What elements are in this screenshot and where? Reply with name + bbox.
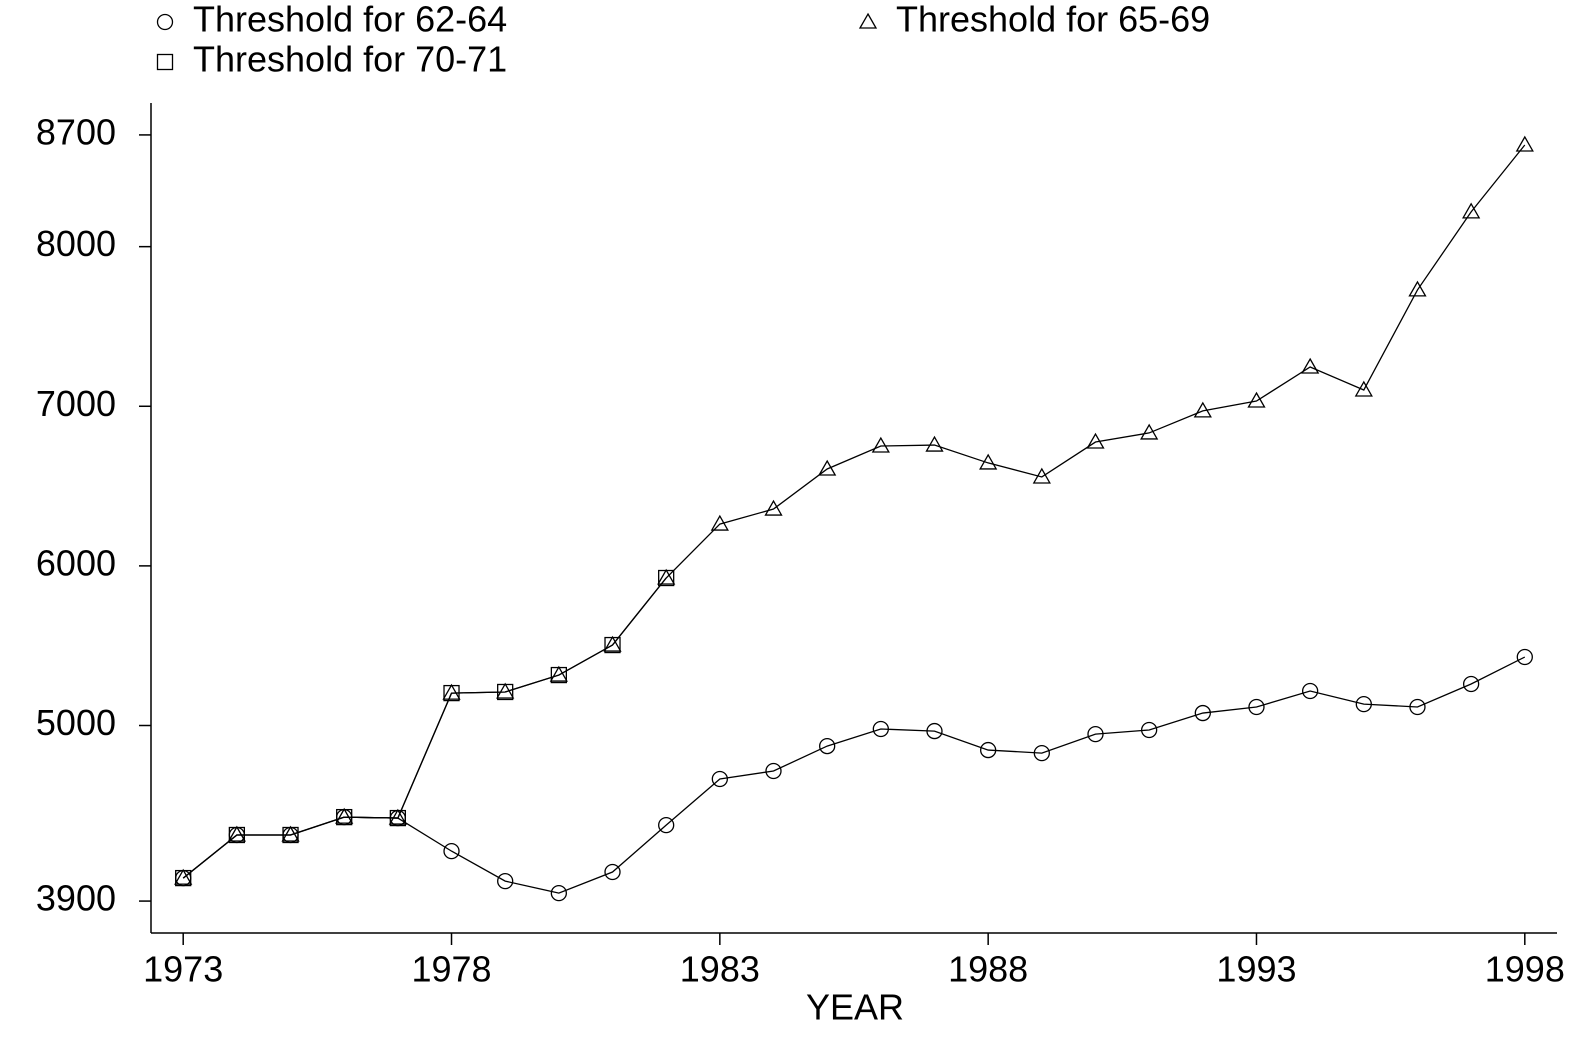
marker [1408, 280, 1427, 297]
marker [765, 762, 782, 780]
marker [658, 569, 675, 587]
marker [174, 868, 193, 885]
y-tick-label: 8000 [36, 223, 116, 264]
marker [1247, 391, 1266, 408]
marker [818, 459, 837, 476]
marker [228, 826, 246, 844]
marker [604, 863, 621, 881]
marker [550, 884, 567, 902]
marker [980, 741, 997, 759]
legend-label: Threshold for 62-64 [193, 0, 507, 40]
legend-marker [156, 13, 174, 31]
marker [819, 737, 836, 755]
marker [175, 869, 192, 887]
x-tick-label: 1988 [948, 949, 1028, 990]
legend-label: Threshold for 70-71 [193, 39, 507, 80]
marker [1193, 401, 1212, 418]
marker [497, 683, 514, 701]
marker [1462, 202, 1481, 219]
marker [389, 809, 407, 827]
y-tick-label: 8700 [36, 111, 116, 152]
marker [658, 816, 675, 834]
series-line [182, 144, 1526, 879]
marker [496, 682, 515, 699]
marker [1462, 675, 1480, 693]
marker [1140, 423, 1159, 440]
x-tick-label: 1998 [1485, 949, 1565, 990]
marker [657, 568, 676, 585]
marker [764, 499, 783, 516]
marker [1033, 744, 1050, 762]
marker [335, 807, 354, 824]
marker [1141, 721, 1158, 739]
x-tick-label: 1973 [143, 949, 223, 990]
y-tick-label: 7000 [36, 383, 116, 424]
legend-marker [156, 53, 174, 71]
marker [388, 808, 407, 825]
marker [871, 436, 890, 453]
marker [227, 825, 246, 842]
marker [1409, 698, 1426, 716]
marker [604, 636, 621, 654]
marker [925, 435, 944, 452]
marker [497, 872, 514, 890]
marker [550, 666, 567, 684]
marker [1515, 135, 1534, 152]
marker [1355, 695, 1372, 713]
marker [872, 720, 889, 738]
marker [1086, 432, 1105, 449]
legend-label: Threshold for 65-69 [896, 0, 1210, 40]
x-tick-label: 1993 [1216, 949, 1296, 990]
marker [603, 635, 622, 652]
marker [549, 665, 568, 682]
marker [710, 514, 729, 531]
y-tick-label: 3900 [36, 878, 116, 919]
series-line [182, 577, 667, 879]
marker [336, 808, 353, 826]
marker [443, 842, 460, 860]
series-line [182, 656, 1526, 894]
y-tick-label: 6000 [36, 542, 116, 583]
marker [711, 770, 728, 788]
marker [1087, 725, 1104, 743]
marker [1032, 467, 1051, 484]
marker [1301, 357, 1320, 374]
marker [1248, 698, 1265, 716]
marker [1301, 682, 1319, 700]
marker [1516, 648, 1533, 666]
marker [979, 453, 998, 470]
x-axis-label: YEAR [806, 987, 904, 1028]
marker [1194, 704, 1211, 722]
y-tick-label: 5000 [36, 702, 116, 743]
legend-marker [858, 12, 878, 29]
marker [442, 683, 461, 700]
x-tick-label: 1983 [680, 949, 760, 990]
x-tick-label: 1978 [411, 949, 491, 990]
marker [443, 684, 460, 702]
marker [282, 826, 299, 844]
marker [926, 722, 943, 740]
marker [1354, 380, 1373, 397]
